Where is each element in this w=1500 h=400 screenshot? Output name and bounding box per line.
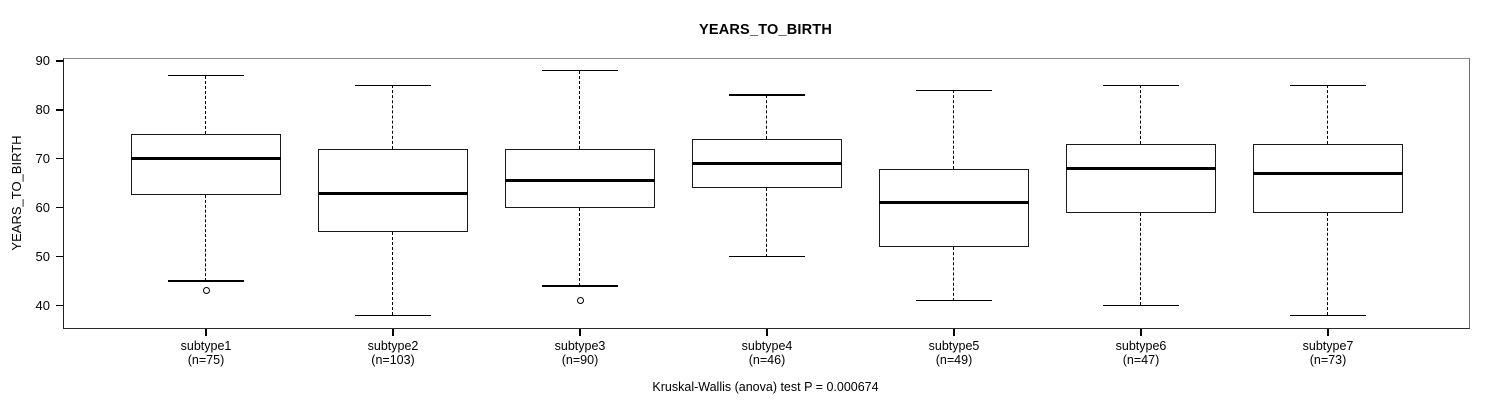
y-tick xyxy=(56,255,63,258)
y-tick-label: 90 xyxy=(35,53,50,69)
whisker-upper xyxy=(579,70,581,149)
y-tick-label: 70 xyxy=(35,151,50,167)
x-tick-label: subtype3 (n=90) xyxy=(487,339,673,367)
x-tick xyxy=(1327,329,1329,336)
outlier-point xyxy=(576,297,584,305)
y-tick xyxy=(56,109,63,111)
whisker-upper xyxy=(392,85,394,149)
group-label: subtype6 xyxy=(1115,339,1167,353)
group-label: subtype4 xyxy=(741,339,793,353)
whisker-lower xyxy=(392,232,394,316)
box xyxy=(505,148,655,208)
y-tick-label: 40 xyxy=(35,298,50,313)
whisker-upper xyxy=(766,95,768,140)
group-n-label: (n=46) xyxy=(748,352,786,367)
whisker-upper xyxy=(1140,85,1142,145)
group-label: subtype3 xyxy=(554,339,606,353)
whisker-cap-upper xyxy=(1290,84,1366,87)
median-line xyxy=(692,162,842,166)
whisker-cap-lower xyxy=(729,255,805,258)
x-tick xyxy=(953,329,955,336)
x-tick xyxy=(1140,329,1142,336)
whisker-upper xyxy=(953,90,955,169)
median-line xyxy=(879,201,1029,205)
median-line xyxy=(318,191,468,195)
whisker-lower xyxy=(766,188,768,257)
outlier-point xyxy=(202,287,210,295)
y-tick xyxy=(56,60,63,62)
whisker-cap-lower xyxy=(1290,314,1366,317)
x-tick xyxy=(392,329,394,336)
box xyxy=(1066,144,1216,213)
whisker-cap-upper xyxy=(168,74,244,77)
group-n-label: (n=49) xyxy=(935,352,973,367)
box xyxy=(131,134,281,196)
chart-title: YEARS_TO_BIRTH xyxy=(698,22,833,38)
whisker-cap-lower xyxy=(916,299,992,302)
whisker-cap-upper xyxy=(355,84,431,87)
whisker-cap-upper xyxy=(729,94,805,96)
x-tick xyxy=(766,329,768,336)
group-n-label: (n=73) xyxy=(1309,352,1347,367)
y-tick xyxy=(56,158,63,160)
whisker-cap-upper xyxy=(542,69,618,72)
plot-area: 40 50 60 70 80 90 subtype1 (n=75) subtype2 (n=103… xyxy=(36,53,1470,366)
whisker-lower xyxy=(1140,212,1142,306)
group-label: subtype2 xyxy=(367,339,419,353)
x-tick xyxy=(205,329,207,336)
median-line xyxy=(1253,171,1403,175)
x-tick-label: subtype7 (n=73) xyxy=(1235,339,1421,367)
whisker-lower xyxy=(1327,212,1329,316)
y-tick xyxy=(56,206,63,209)
median-line xyxy=(1066,167,1216,171)
whisker-cap-lower xyxy=(542,285,618,287)
group-n-label: (n=47) xyxy=(1122,352,1160,367)
x-tick xyxy=(579,329,581,336)
group-label: subtype1 xyxy=(180,339,232,353)
median-line xyxy=(131,157,281,161)
whisker-lower xyxy=(953,246,955,301)
whisker-cap-lower xyxy=(1103,304,1179,307)
whisker-upper xyxy=(1327,85,1329,145)
box xyxy=(318,148,468,233)
group-n-label: (n=90) xyxy=(561,352,599,367)
whisker-cap-upper xyxy=(1103,84,1179,87)
group-label: subtype5 xyxy=(928,339,980,353)
group-label: subtype7 xyxy=(1302,339,1354,353)
whisker-cap-lower xyxy=(355,314,431,317)
x-tick-label: subtype1 (n=75) xyxy=(113,339,299,367)
y-tick xyxy=(56,304,63,307)
footer-annotation: Kruskal-Wallis (anova) test P = 0.000674 xyxy=(652,380,879,394)
x-tick-label: subtype4 (n=46) xyxy=(674,339,860,367)
whisker-lower xyxy=(579,207,581,286)
whisker-cap-lower xyxy=(168,280,244,282)
y-tick-label: 80 xyxy=(35,102,50,118)
median-line xyxy=(505,179,655,183)
y-tick-label: 60 xyxy=(35,200,50,216)
box xyxy=(1253,144,1403,213)
x-tick-label: subtype6 (n=47) xyxy=(1048,339,1234,367)
y-tick-label: 50 xyxy=(35,249,50,265)
whisker-cap-upper xyxy=(916,89,992,92)
whisker-lower xyxy=(205,195,207,282)
box xyxy=(879,168,1029,247)
group-n-label: (n=103) xyxy=(371,352,415,367)
x-tick-label: subtype5 (n=49) xyxy=(861,339,1047,367)
x-tick-label: subtype2 (n=103) xyxy=(300,339,486,367)
group-n-label: (n=75) xyxy=(187,352,225,367)
whisker-upper xyxy=(205,75,207,135)
